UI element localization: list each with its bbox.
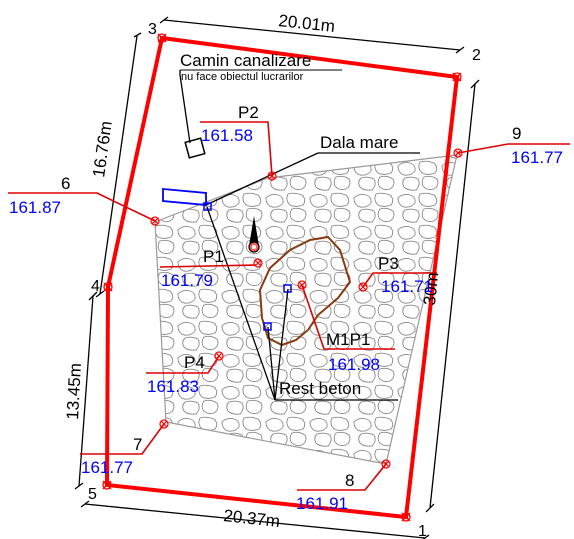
- corner-label-3: 3: [148, 21, 157, 38]
- point-p2-elevation: 161.58: [201, 126, 253, 145]
- dala-label: Dala mare: [320, 133, 398, 152]
- dim-left-lower: 13.45m: [63, 363, 85, 421]
- point-p1-elevation: 161.79: [161, 271, 213, 290]
- point-leaders: [8, 121, 570, 491]
- point-8-elevation: 161.91: [296, 494, 348, 513]
- marker-square-lower: [263, 322, 272, 331]
- dim-right: 30m: [420, 271, 442, 306]
- point-7-name: 7: [133, 435, 142, 454]
- dimension-lines: [74, 16, 480, 539]
- north-arrow-icon: [248, 216, 260, 253]
- point-6-elevation: 161.87: [9, 198, 61, 217]
- point-p4-name: P4: [184, 353, 205, 372]
- point-p3-name: P3: [378, 254, 399, 273]
- camin-symbol: [184, 137, 206, 159]
- camin-title: Camin canalizare: [180, 51, 311, 70]
- corner-markers: [102, 33, 462, 522]
- point-9-name: 9: [512, 124, 521, 143]
- property-boundary: [104, 35, 460, 520]
- point-6-name: 6: [61, 174, 70, 193]
- point-p4-elevation: 161.83: [147, 377, 199, 396]
- point-p1-name: P1: [203, 247, 224, 266]
- corner-label-2: 2: [472, 47, 481, 64]
- camin-subtitle: nu face obiectul lucrarilor: [181, 71, 304, 83]
- rest-beton-label: Rest beton: [279, 379, 361, 398]
- corner-label-5: 5: [88, 486, 97, 503]
- point-8-name: 8: [345, 471, 354, 490]
- corner-label-1: 1: [418, 523, 427, 539]
- point-p3-elevation: 161.71: [381, 277, 433, 296]
- rest-beton-leaders: [206, 206, 398, 401]
- point-m1p1-name: M1P1: [326, 330, 370, 349]
- stone-fill-area: [154, 154, 458, 465]
- corner-label-4: 4: [91, 278, 100, 295]
- dala-leader: [205, 152, 319, 206]
- point-9-elevation: 161.77: [511, 148, 563, 167]
- point-7-elevation: 161.77: [81, 458, 133, 477]
- dim-bottom: 20.37m: [223, 506, 281, 531]
- contour-m1p1: [258, 235, 352, 347]
- dala-symbol: [162, 188, 207, 206]
- camin-leader: [179, 70, 191, 144]
- point-p2-name: P2: [238, 103, 259, 122]
- dim-left-upper: 16.76m: [89, 120, 116, 179]
- point-m1p1-elevation: 161.98: [328, 355, 380, 374]
- point-markers: [150, 148, 463, 469]
